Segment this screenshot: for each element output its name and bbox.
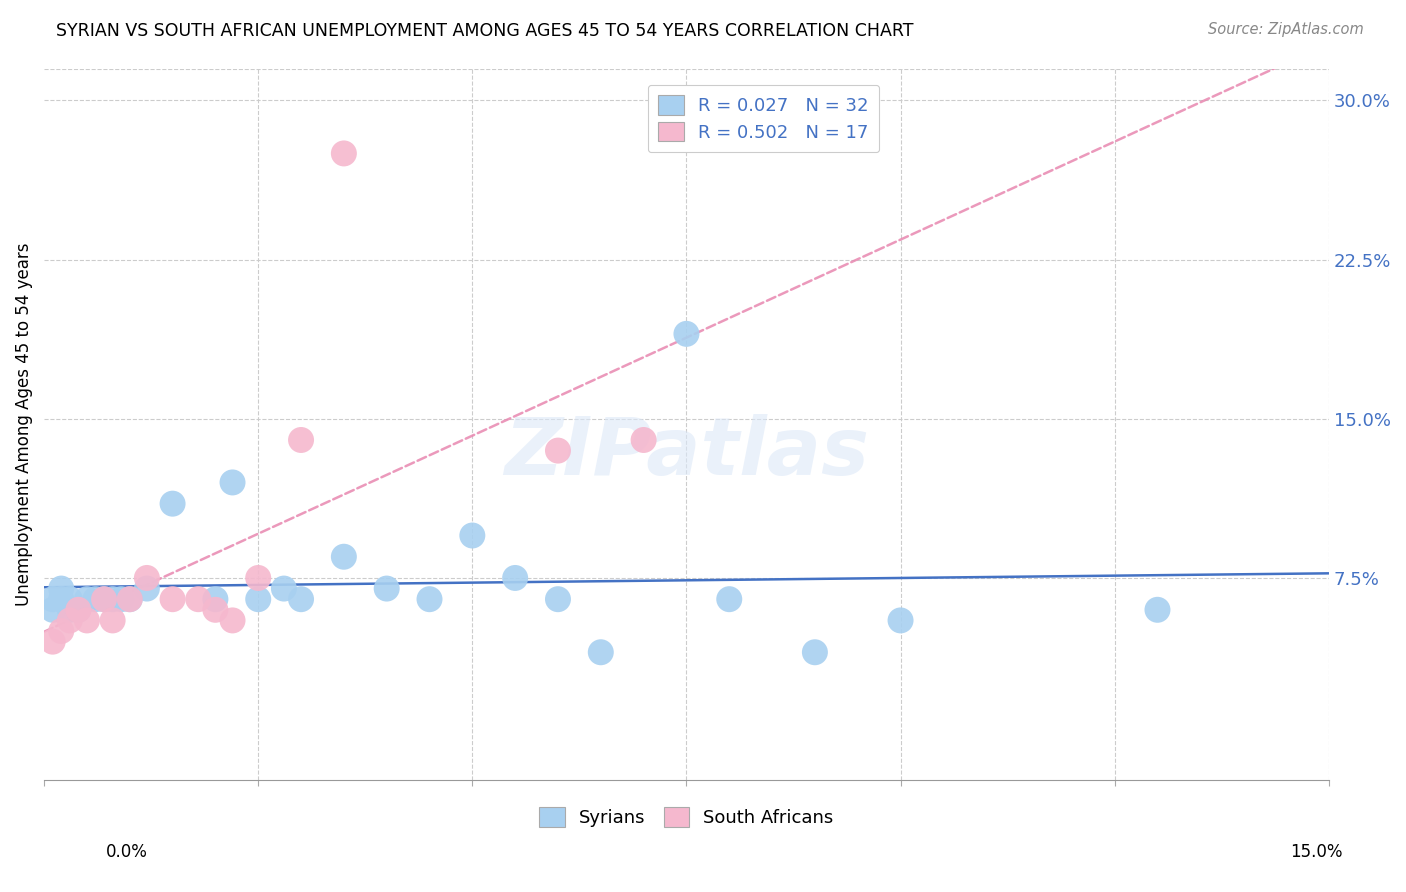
- Point: [418, 592, 440, 607]
- Point: [59, 603, 82, 617]
- Point: [41, 634, 63, 648]
- Point: [76, 614, 98, 628]
- Point: [290, 592, 312, 607]
- Legend: Syrians, South Africans: Syrians, South Africans: [531, 800, 841, 835]
- Point: [633, 433, 655, 447]
- Point: [51, 582, 73, 596]
- Point: [51, 592, 73, 607]
- Point: [110, 592, 132, 607]
- Text: 15.0%: 15.0%: [1291, 843, 1343, 861]
- Point: [118, 592, 141, 607]
- Text: Source: ZipAtlas.com: Source: ZipAtlas.com: [1208, 22, 1364, 37]
- Point: [59, 614, 82, 628]
- Point: [333, 146, 356, 161]
- Point: [204, 603, 226, 617]
- Point: [93, 592, 115, 607]
- Point: [84, 592, 107, 607]
- Text: SYRIAN VS SOUTH AFRICAN UNEMPLOYMENT AMONG AGES 45 TO 54 YEARS CORRELATION CHART: SYRIAN VS SOUTH AFRICAN UNEMPLOYMENT AMO…: [56, 22, 914, 40]
- Point: [589, 645, 612, 659]
- Point: [135, 582, 157, 596]
- Point: [67, 603, 90, 617]
- Text: ZIPatlas: ZIPatlas: [503, 414, 869, 491]
- Point: [221, 614, 243, 628]
- Point: [162, 497, 184, 511]
- Point: [890, 614, 912, 628]
- Point: [503, 571, 526, 585]
- Point: [375, 582, 398, 596]
- Point: [247, 592, 270, 607]
- Point: [1146, 603, 1168, 617]
- Point: [247, 571, 270, 585]
- Point: [93, 592, 115, 607]
- Point: [675, 326, 697, 341]
- Point: [187, 592, 209, 607]
- Point: [162, 592, 184, 607]
- Text: 0.0%: 0.0%: [105, 843, 148, 861]
- Point: [59, 592, 82, 607]
- Point: [547, 443, 569, 458]
- Point: [76, 592, 98, 607]
- Point: [204, 592, 226, 607]
- Point: [41, 592, 63, 607]
- Point: [333, 549, 356, 564]
- Point: [290, 433, 312, 447]
- Point: [41, 603, 63, 617]
- Point: [135, 571, 157, 585]
- Point: [118, 592, 141, 607]
- Point: [101, 614, 124, 628]
- Y-axis label: Unemployment Among Ages 45 to 54 years: Unemployment Among Ages 45 to 54 years: [15, 243, 32, 606]
- Point: [67, 603, 90, 617]
- Point: [461, 528, 484, 542]
- Point: [101, 592, 124, 607]
- Point: [273, 582, 295, 596]
- Point: [51, 624, 73, 638]
- Point: [221, 475, 243, 490]
- Point: [547, 592, 569, 607]
- Point: [718, 592, 741, 607]
- Point: [804, 645, 827, 659]
